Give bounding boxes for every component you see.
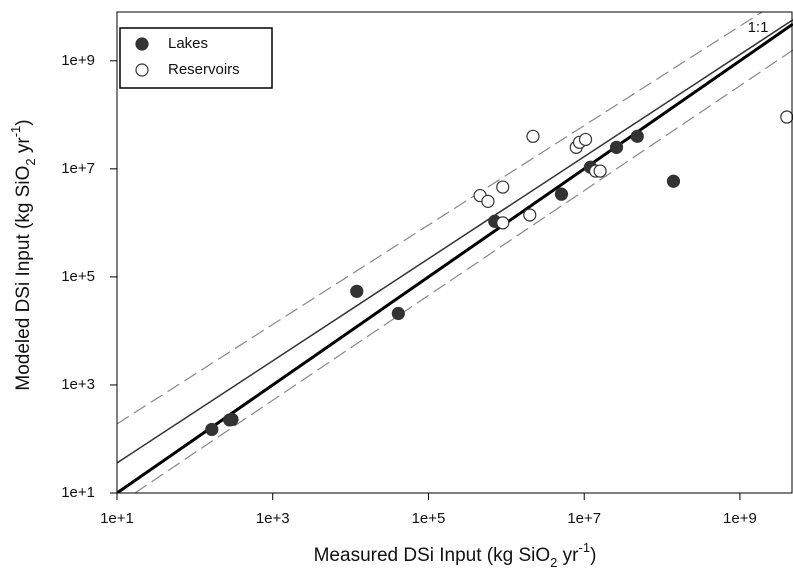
x-tick-label: 1e+9 bbox=[723, 510, 757, 527]
point bbox=[554, 187, 569, 201]
point bbox=[391, 306, 405, 321]
x-axis-label-part: 2 bbox=[550, 555, 557, 570]
fit-line bbox=[134, 49, 793, 493]
x-axis-label-part: ) bbox=[590, 545, 596, 566]
y-axis-label-part: yr bbox=[13, 137, 34, 159]
y-axis-label-part: Modeled DSi Input (kg SiO bbox=[13, 166, 34, 391]
y-tick-label: 1e+7 bbox=[61, 160, 95, 177]
legend-label: Reservoirs bbox=[168, 61, 240, 78]
y-axis-label-part: ) bbox=[13, 119, 34, 125]
legend-marker bbox=[135, 63, 149, 77]
legend-marker bbox=[135, 37, 149, 51]
y-tick-label: 1e+1 bbox=[61, 484, 95, 501]
plot-frame bbox=[116, 11, 793, 494]
y-tick-label: 1e+5 bbox=[61, 268, 95, 285]
x-axis-label: Measured DSi Input (kg SiO2 yr-1) bbox=[314, 540, 597, 570]
annotation: 1:1 bbox=[748, 19, 769, 36]
fit-line bbox=[117, 12, 764, 425]
fit-line bbox=[117, 19, 793, 464]
plot-area bbox=[117, 12, 793, 493]
x-tick-label: 1e+1 bbox=[100, 510, 134, 527]
legend-label: Lakes bbox=[168, 35, 208, 52]
point bbox=[496, 216, 510, 230]
point bbox=[578, 132, 593, 147]
x-axis-label-part: yr bbox=[557, 545, 579, 566]
x-tick-label: 1e+7 bbox=[567, 510, 601, 527]
y-tick-label: 1e+9 bbox=[61, 52, 95, 69]
point bbox=[780, 110, 793, 124]
point bbox=[523, 208, 537, 222]
point bbox=[225, 412, 239, 427]
point bbox=[526, 129, 540, 143]
point bbox=[609, 140, 624, 154]
point bbox=[496, 180, 510, 194]
y-axis-label-part: -1 bbox=[8, 126, 23, 138]
point bbox=[630, 129, 644, 143]
point bbox=[666, 174, 681, 188]
x-tick-label: 1e+3 bbox=[256, 510, 290, 527]
point bbox=[350, 284, 364, 298]
point bbox=[205, 422, 219, 437]
x-axis-label-part: Measured DSi Input (kg SiO bbox=[314, 545, 551, 566]
y-axis-label: Modeled DSi Input (kg SiO2 yr-1) bbox=[8, 119, 38, 390]
point bbox=[481, 194, 495, 208]
point bbox=[593, 164, 607, 178]
fit-line bbox=[117, 22, 793, 493]
y-axis-label-part: 2 bbox=[23, 158, 38, 165]
x-tick-label: 1e+5 bbox=[412, 510, 446, 527]
y-tick-label: 1e+3 bbox=[61, 376, 95, 393]
x-axis-label-part: -1 bbox=[579, 540, 591, 555]
legend-box bbox=[119, 27, 273, 89]
